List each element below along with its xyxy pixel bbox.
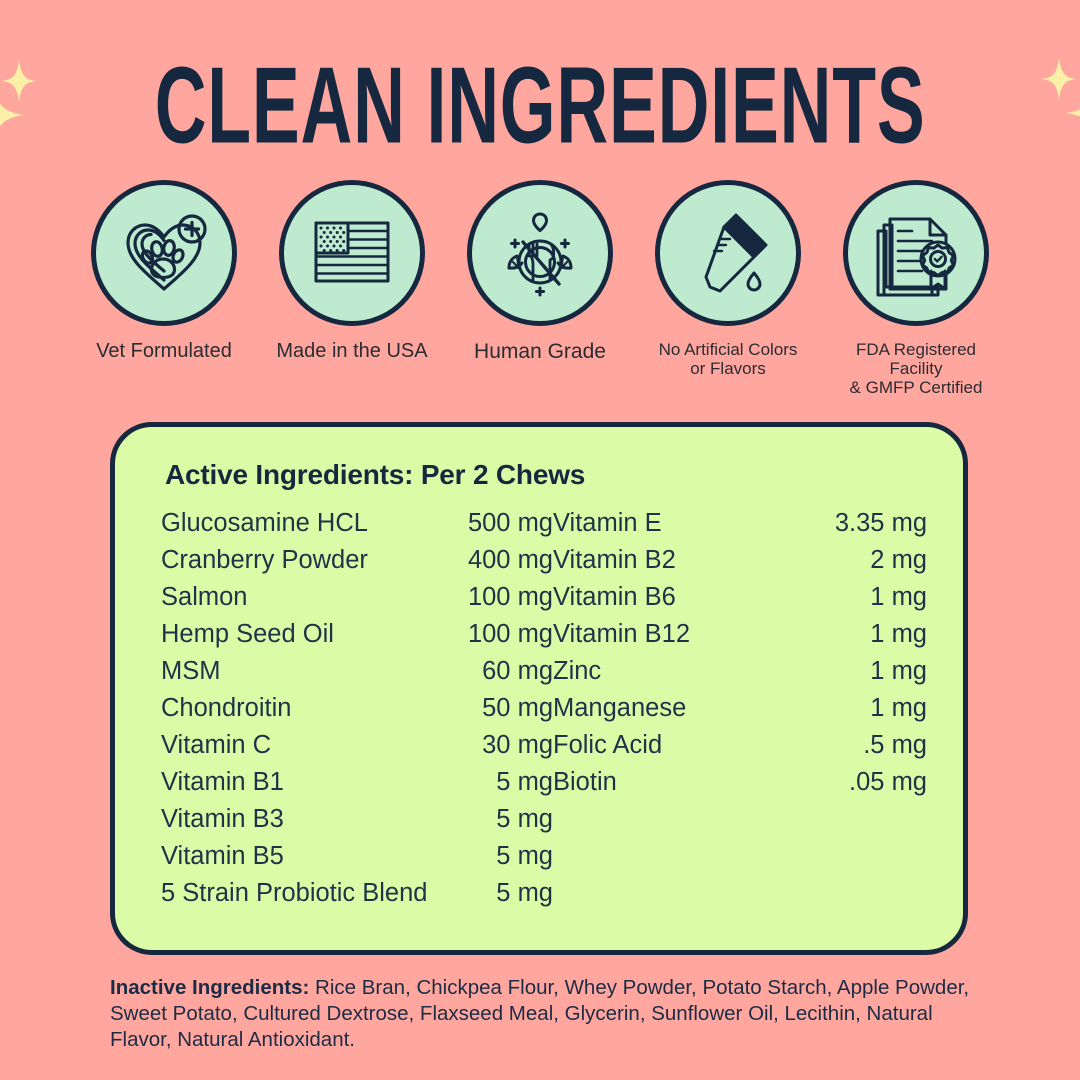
ingredient-name: Zinc [553, 657, 602, 685]
inactive-ingredients-body: Rice Bran, Chickpea Flour, Whey Powder, … [110, 976, 970, 1052]
ingredients-column-right: Vitamin E 3.35 mg Vitamin B2 2 mg Vitamin … [553, 509, 927, 916]
sparkle-icon [1, 60, 36, 102]
plate-fork-knife-icon [487, 200, 593, 306]
badge-made-in-usa: Made in the USA [268, 180, 436, 362]
page-title: CLEAN INGREDIENTS [154, 45, 926, 167]
badge-vet-formulated: Vet Formulated [80, 180, 248, 362]
badge-circle [843, 180, 989, 326]
badge-label: No Artificial Colors or Flavors [658, 340, 798, 379]
panel-title: Active Ingredients: Per 2 Chews [165, 459, 586, 490]
badge-fda-registered: FDA Registered Facility & GMFP Certified [832, 180, 1000, 397]
ingredient-row: Glucosamine HCL 500 mg [161, 509, 553, 546]
badge-circle [655, 180, 801, 326]
ingredient-name: Vitamin B3 [161, 805, 284, 833]
ingredient-amount: 1 mg [870, 620, 927, 648]
inactive-ingredients: Inactive Ingredients: Rice Bran, Chickpe… [110, 975, 990, 1054]
ingredient-amount: 5 mg [496, 842, 553, 870]
ingredients-columns: Glucosamine HCL 500 mg Cranberry Powder 40… [161, 509, 927, 916]
ingredient-amount: 400 mg [467, 546, 553, 574]
ingredient-name: Glucosamine HCL [161, 509, 368, 537]
ingredient-row: Vitamin B5 5 mg [161, 842, 553, 879]
heart-paw-plus-icon [112, 201, 216, 305]
ingredient-name: MSM [161, 657, 221, 685]
active-ingredients-panel: Active Ingredients: Per 2 Chews Glucosam… [110, 422, 968, 955]
ingredient-name: 5 Strain Probiotic Blend [161, 879, 428, 907]
ingredient-row: Manganese 1 mg [553, 694, 927, 731]
dropper-icon [676, 201, 780, 305]
ingredient-row: MSM 60 mg [161, 657, 553, 694]
ingredient-name: Vitamin B1 [161, 768, 284, 796]
ingredient-amount: 30 mg [482, 731, 553, 759]
ingredient-row: Biotin .05 mg [553, 768, 927, 805]
ingredient-row: Folic Acid .5 mg [553, 731, 927, 768]
ingredient-amount: 5 mg [496, 768, 553, 796]
ingredient-name: Biotin [553, 768, 617, 796]
badge-label: Human Grade [474, 340, 606, 363]
ingredient-row: Vitamin B12 1 mg [553, 620, 927, 657]
ingredient-name: Vitamin B5 [161, 842, 284, 870]
sparkle-group-left [0, 56, 42, 156]
ingredient-name: Vitamin E [553, 509, 662, 537]
ingredient-row: Salmon 100 mg [161, 583, 553, 620]
certificate-icon [864, 201, 968, 305]
ingredient-amount: 500 mg [467, 509, 553, 537]
badge-circle [279, 180, 425, 326]
badge-human-grade: Human Grade [456, 180, 624, 364]
ingredient-amount: 1 mg [870, 694, 927, 722]
usa-flag-icon [300, 201, 404, 305]
ingredient-amount: 100 mg [467, 620, 553, 648]
ingredient-row: Vitamin B1 5 mg [161, 768, 553, 805]
ingredient-row: Hemp Seed Oil 100 mg [161, 620, 553, 657]
sparkle-icon [1042, 58, 1077, 100]
ingredient-row: Chondroitin 50 mg [161, 694, 553, 731]
inactive-ingredients-heading: Inactive Ingredients: [110, 976, 310, 999]
ingredient-name: Vitamin C [161, 731, 272, 759]
ingredient-name: Vitamin B12 [553, 620, 691, 648]
ingredient-row: Cranberry Powder 400 mg [161, 546, 553, 583]
ingredient-amount: .05 mg [849, 768, 927, 796]
ingredient-amount: 1 mg [870, 583, 927, 611]
ingredient-name: Folic Acid [553, 731, 663, 759]
badge-label: Vet Formulated [96, 340, 232, 362]
ingredient-name: Hemp Seed Oil [161, 620, 334, 648]
ingredient-amount: 5 mg [496, 805, 553, 833]
ingredient-name: Manganese [553, 694, 687, 722]
ingredient-amount: 3.35 mg [834, 509, 927, 537]
sparkle-icon [0, 74, 24, 156]
sparkle-group-right [1038, 56, 1080, 156]
ingredient-amount: 1 mg [870, 657, 927, 685]
ingredient-amount: 60 mg [482, 657, 553, 685]
ingredient-name: Chondroitin [161, 694, 292, 722]
ingredient-amount: 2 mg [870, 546, 927, 574]
ingredient-row: Zinc 1 mg [553, 657, 927, 694]
page-header: CLEAN INGREDIENTS [0, 52, 1080, 160]
ingredient-name: Vitamin B2 [553, 546, 676, 574]
ingredient-name: Vitamin B6 [553, 583, 676, 611]
ingredient-row: Vitamin E 3.35 mg [553, 509, 927, 546]
badge-circle [91, 180, 237, 326]
ingredient-name: Salmon [161, 583, 248, 611]
ingredient-row: Vitamin B6 1 mg [553, 583, 927, 620]
ingredients-column-left: Glucosamine HCL 500 mg Cranberry Powder 40… [161, 509, 553, 916]
ingredient-row: Vitamin B3 5 mg [161, 805, 553, 842]
badge-no-artificial-colors: No Artificial Colors or Flavors [644, 180, 812, 378]
ingredient-amount: 5 mg [496, 879, 553, 907]
badge-circle [467, 180, 613, 326]
trust-badge-row: Vet Formulated [80, 180, 1000, 397]
badge-label: Made in the USA [276, 340, 428, 362]
badge-label: FDA Registered Facility & GMFP Certified [849, 340, 983, 398]
ingredient-row: Vitamin B2 2 mg [553, 546, 927, 583]
ingredient-name: Cranberry Powder [161, 546, 368, 574]
ingredient-row: Vitamin C 30 mg [161, 731, 553, 768]
ingredient-amount: 50 mg [482, 694, 553, 722]
ingredient-amount: 100 mg [467, 583, 553, 611]
ingredient-amount: .5 mg [863, 731, 927, 759]
sparkle-icon [1066, 72, 1080, 154]
ingredient-row: 5 Strain Probiotic Blend 5 mg [161, 879, 553, 916]
